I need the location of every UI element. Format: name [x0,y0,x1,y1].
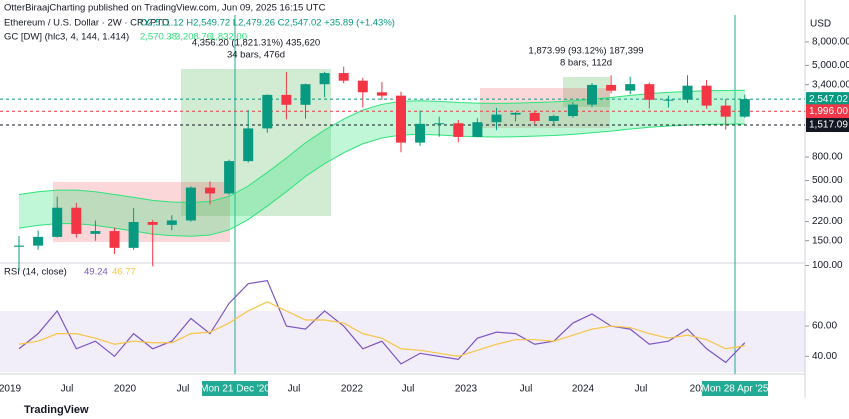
channel-lower [18,123,745,237]
candle-body [128,222,139,248]
x-tick-label: Jul [402,384,415,395]
candle-body [147,222,158,225]
y-tick-label: 100.00 [812,260,843,271]
x-tick-label: 202 [690,384,707,395]
indicator: GC [DW] (hlc3, 4, 144, 1.414) [4,32,129,43]
price-tag [806,92,849,107]
candle-body [644,84,655,100]
x-tick-label: Jul [520,384,533,395]
candle-body [14,245,24,247]
candle-body [357,80,368,93]
candle-body [376,92,387,96]
x-tick-label: 2022 [341,384,364,395]
candle-body [472,122,483,137]
rsi-line [18,301,745,357]
candle-body [434,123,445,125]
rsi-line [18,279,746,365]
candle-body [720,105,731,117]
x-tick-label: Mon 28 Apr '25 [702,384,769,395]
candle-body [625,84,636,91]
price-tag [806,104,849,119]
candle-body [567,104,578,117]
currency: USD [810,19,831,30]
candle-body [739,99,750,117]
channel-band [19,90,745,237]
candle-body [453,123,464,137]
y-tick-label: 800.00 [812,152,843,163]
annotation: 1,873.99 (93.12%) 187,399 [528,46,643,57]
indicator-value: 1,832.00 [210,32,247,43]
x-tick-label: 2019 [0,384,22,395]
x-tick-label: Jul [635,384,648,395]
annotation: 34 bars, 476d [227,50,285,61]
candle-body [33,236,44,246]
candle-body [166,220,177,225]
symbol: Ethereum / U.S. Dollar · 2W · CRYPTO [4,18,169,29]
y-tick-label: 8,000.00 [812,37,849,48]
candle-body [224,161,235,194]
footer: TradingView [24,404,89,416]
legend-value: 49.24 [84,267,108,278]
rsi-title: RSI (14, close) [4,267,67,278]
x-tick-label: 2023 [455,384,478,395]
annotation: 4,356.20 (1,821.31%) 435,620 [192,38,320,49]
publisher: OtterBiraajCharting published on Trading… [4,3,326,14]
indicator-value: 2,570.38 [140,32,177,43]
x-tick-label: 2020 [114,384,137,395]
x-tick-label: Mon 21 Dec '20 [200,384,270,395]
candle-body [262,94,273,129]
indicator-value: 3,208.76 [175,32,212,43]
y-tick-label: 340.00 [812,194,843,205]
y-tick-label: 5,000.00 [812,60,849,71]
candle-body [90,231,101,234]
candle-body [491,114,502,123]
candle-body [319,73,330,85]
annotation: 8 bars, 112d [560,58,612,69]
y-tick-label: 150.00 [812,235,843,246]
x-tick-label: Jul [177,384,190,395]
y-tick-label: 60.00 [812,321,837,332]
candle-body [300,84,311,105]
y-tick-label: 3,400.00 [812,79,849,90]
candle-body [71,207,82,234]
y-tick-label: 40.00 [812,351,837,362]
candle-body [52,207,63,237]
x-tick-label: Jul [288,384,301,395]
candle-body [109,231,120,248]
candle-body [415,123,426,143]
crosshair-date-tag [202,381,268,396]
x-tick-label: Jul [61,384,74,395]
candle-body [338,73,349,81]
price-tag [806,118,849,133]
candle-body [682,85,693,100]
candle-body [548,116,559,121]
candle-body [606,84,617,91]
candle-body [701,85,712,106]
x-tick-label: 2024 [572,384,595,395]
candle-body [510,112,521,115]
y-tick-label: 500.00 [812,175,843,186]
price-label: 1,996.00 [809,106,848,117]
candle-body [243,128,254,162]
y-tick-label: 220.00 [812,216,843,227]
candle-body [396,95,406,143]
candle-body [663,99,674,101]
measure-box [563,77,610,107]
price-label: 1,517.09 [809,120,848,131]
candle-body [205,187,215,194]
channel-upper [18,89,745,204]
ohlc: O2,511.12 H2,549.72 L2,479.26 C2,547.02 … [140,18,395,29]
candle-body [587,84,597,105]
candle-body [185,187,196,221]
crosshair-date-tag [702,381,768,396]
candle-body [281,94,292,105]
legend-value: 46.77 [112,267,136,278]
price-label: 2,547.02 [809,94,848,105]
candle-body [529,112,540,121]
